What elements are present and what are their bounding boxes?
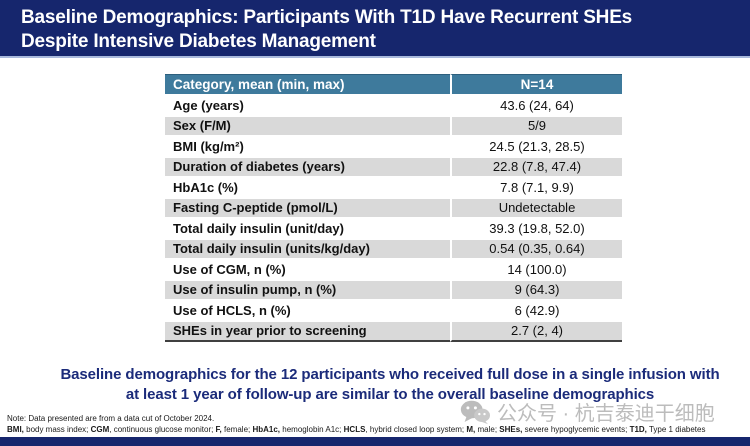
bottom-accent-bar <box>0 437 750 446</box>
row-value: 0.54 (0.35, 0.64) <box>450 239 622 260</box>
row-value: 39.3 (19.8, 52.0) <box>450 219 622 240</box>
row-value: 7.8 (7.1, 9.9) <box>450 178 622 199</box>
footnote-data-cut: Note: Data presented are from a data cut… <box>7 414 215 423</box>
row-value: 9 (64.3) <box>450 280 622 301</box>
row-label: BMI (kg/m²) <box>165 137 450 158</box>
row-label: Use of HCLS, n (%) <box>165 301 450 322</box>
wechat-icon <box>460 399 490 425</box>
watermark-text: 公众号 · 杭吉泰迪干细胞 <box>497 403 715 425</box>
row-value: 14 (100.0) <box>450 260 622 281</box>
table-row: HbA1c (%) 7.8 (7.1, 9.9) <box>165 178 622 199</box>
row-value: 6 (42.9) <box>450 301 622 322</box>
table-row: Use of HCLS, n (%) 6 (42.9) <box>165 301 622 322</box>
row-value: 43.6 (24, 64) <box>450 96 622 117</box>
table-row: Total daily insulin (unit/day) 39.3 (19.8… <box>165 219 622 240</box>
slide-title: Baseline Demographics: Participants With… <box>0 0 750 58</box>
table-row: Use of insulin pump, n (%) 9 (64.3) <box>165 280 622 301</box>
row-label: Sex (F/M) <box>165 116 450 137</box>
demographics-table-container: Category, mean (min, max) N=14 Age (year… <box>165 74 622 342</box>
footnote-abbreviations: BMI, body mass index; CGM, continuous gl… <box>7 425 706 434</box>
row-label: Total daily insulin (unit/day) <box>165 219 450 240</box>
table-row: BMI (kg/m²) 24.5 (21.3, 28.5) <box>165 137 622 158</box>
table-row: Use of CGM, n (%) 14 (100.0) <box>165 260 622 281</box>
row-label: Use of insulin pump, n (%) <box>165 280 450 301</box>
table-row: Total daily insulin (units/kg/day) 0.54 (… <box>165 239 622 260</box>
key-message-line1: Baseline demographics for the 12 partici… <box>60 366 720 383</box>
table-body: Age (years) 43.6 (24, 64) Sex (F/M) 5/9 BMI … <box>165 96 622 342</box>
slide-title-line1: Baseline Demographics: Participants With… <box>21 7 633 28</box>
column-header-category: Category, mean (min, max) <box>165 74 450 96</box>
row-value: 22.8 (7.8, 47.4) <box>450 157 622 178</box>
column-header-n: N=14 <box>450 74 622 96</box>
row-label: Fasting C-peptide (pmol/L) <box>165 198 450 219</box>
row-value: 24.5 (21.3, 28.5) <box>450 137 622 158</box>
watermark: 公众号 · 杭吉泰迪干细胞 <box>460 397 715 426</box>
key-message-line2: at least 1 year of follow-up are similar… <box>125 386 655 403</box>
row-label: HbA1c (%) <box>165 178 450 199</box>
table-row: Age (years) 43.6 (24, 64) <box>165 96 622 117</box>
table-header-row: Category, mean (min, max) N=14 <box>165 74 622 96</box>
table-row: Fasting C-peptide (pmol/L) Undetectable <box>165 198 622 219</box>
row-value: 2.7 (2, 4) <box>450 321 622 342</box>
row-label: Age (years) <box>165 96 450 117</box>
row-label: SHEs in year prior to screening <box>165 321 450 342</box>
row-label: Duration of diabetes (years) <box>165 157 450 178</box>
row-value: Undetectable <box>450 198 622 219</box>
table-row: SHEs in year prior to screening 2.7 (2, 4… <box>165 321 622 342</box>
demographics-table: Category, mean (min, max) N=14 Age (year… <box>165 74 622 342</box>
row-label: Total daily insulin (units/kg/day) <box>165 239 450 260</box>
slide-title-line2: Despite Intensive Diabetes Management <box>21 31 376 52</box>
row-label: Use of CGM, n (%) <box>165 260 450 281</box>
table-row: Duration of diabetes (years) 22.8 (7.8, 4… <box>165 157 622 178</box>
row-value: 5/9 <box>450 116 622 137</box>
table-row: Sex (F/M) 5/9 <box>165 116 622 137</box>
key-message: Baseline demographics for the 12 partici… <box>0 365 750 405</box>
